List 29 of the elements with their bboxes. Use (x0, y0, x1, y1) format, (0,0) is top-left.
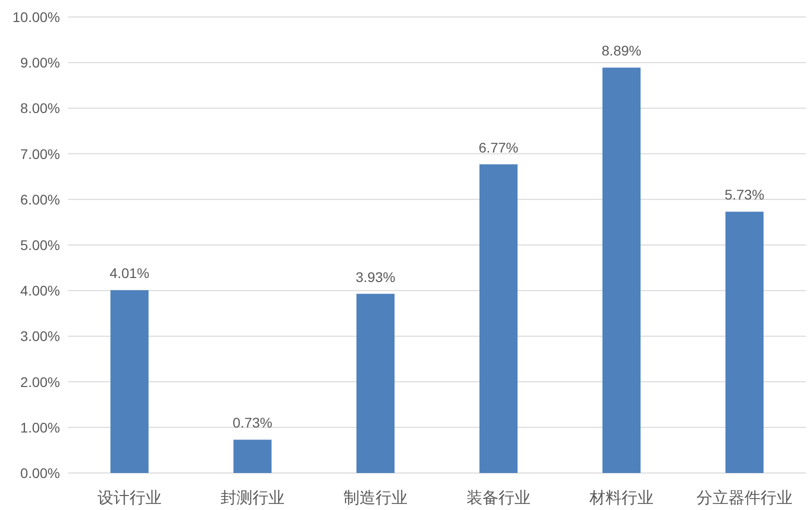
data-label: 6.77% (478, 139, 518, 156)
data-label: 4.01% (110, 265, 150, 282)
y-tick-label: 0.00% (20, 465, 60, 481)
bar (602, 68, 641, 473)
bar (356, 294, 395, 473)
x-tick-label: 材料行业 (588, 489, 654, 507)
x-tick-label: 装备行业 (466, 489, 530, 507)
bar (479, 164, 518, 473)
x-tick-label: 设计行业 (98, 489, 162, 507)
data-label: 8.89% (602, 42, 642, 59)
y-tick-label: 6.00% (20, 191, 60, 208)
y-tick-label: 2.00% (20, 374, 60, 390)
bar (110, 290, 149, 473)
y-tick-label: 9.00% (20, 54, 60, 71)
y-tick-label: 4.00% (20, 282, 60, 299)
x-tick-label: 分立器件行业 (696, 489, 792, 507)
x-tick-label: 制造行业 (344, 489, 408, 507)
bar (233, 440, 272, 473)
x-tick-label: 封测行业 (220, 489, 284, 507)
y-tick-label: 8.00% (20, 100, 60, 116)
data-label: 5.73% (724, 186, 764, 203)
y-tick-label: 5.00% (20, 237, 60, 253)
y-tick-label: 7.00% (20, 146, 60, 162)
y-tick-label: 1.00% (20, 419, 60, 436)
y-tick-label: 10.00% (12, 9, 60, 25)
y-tick-label: 3.00% (20, 328, 60, 344)
data-label: 0.73% (232, 414, 272, 431)
bar (725, 212, 764, 473)
data-label: 3.93% (356, 268, 396, 285)
